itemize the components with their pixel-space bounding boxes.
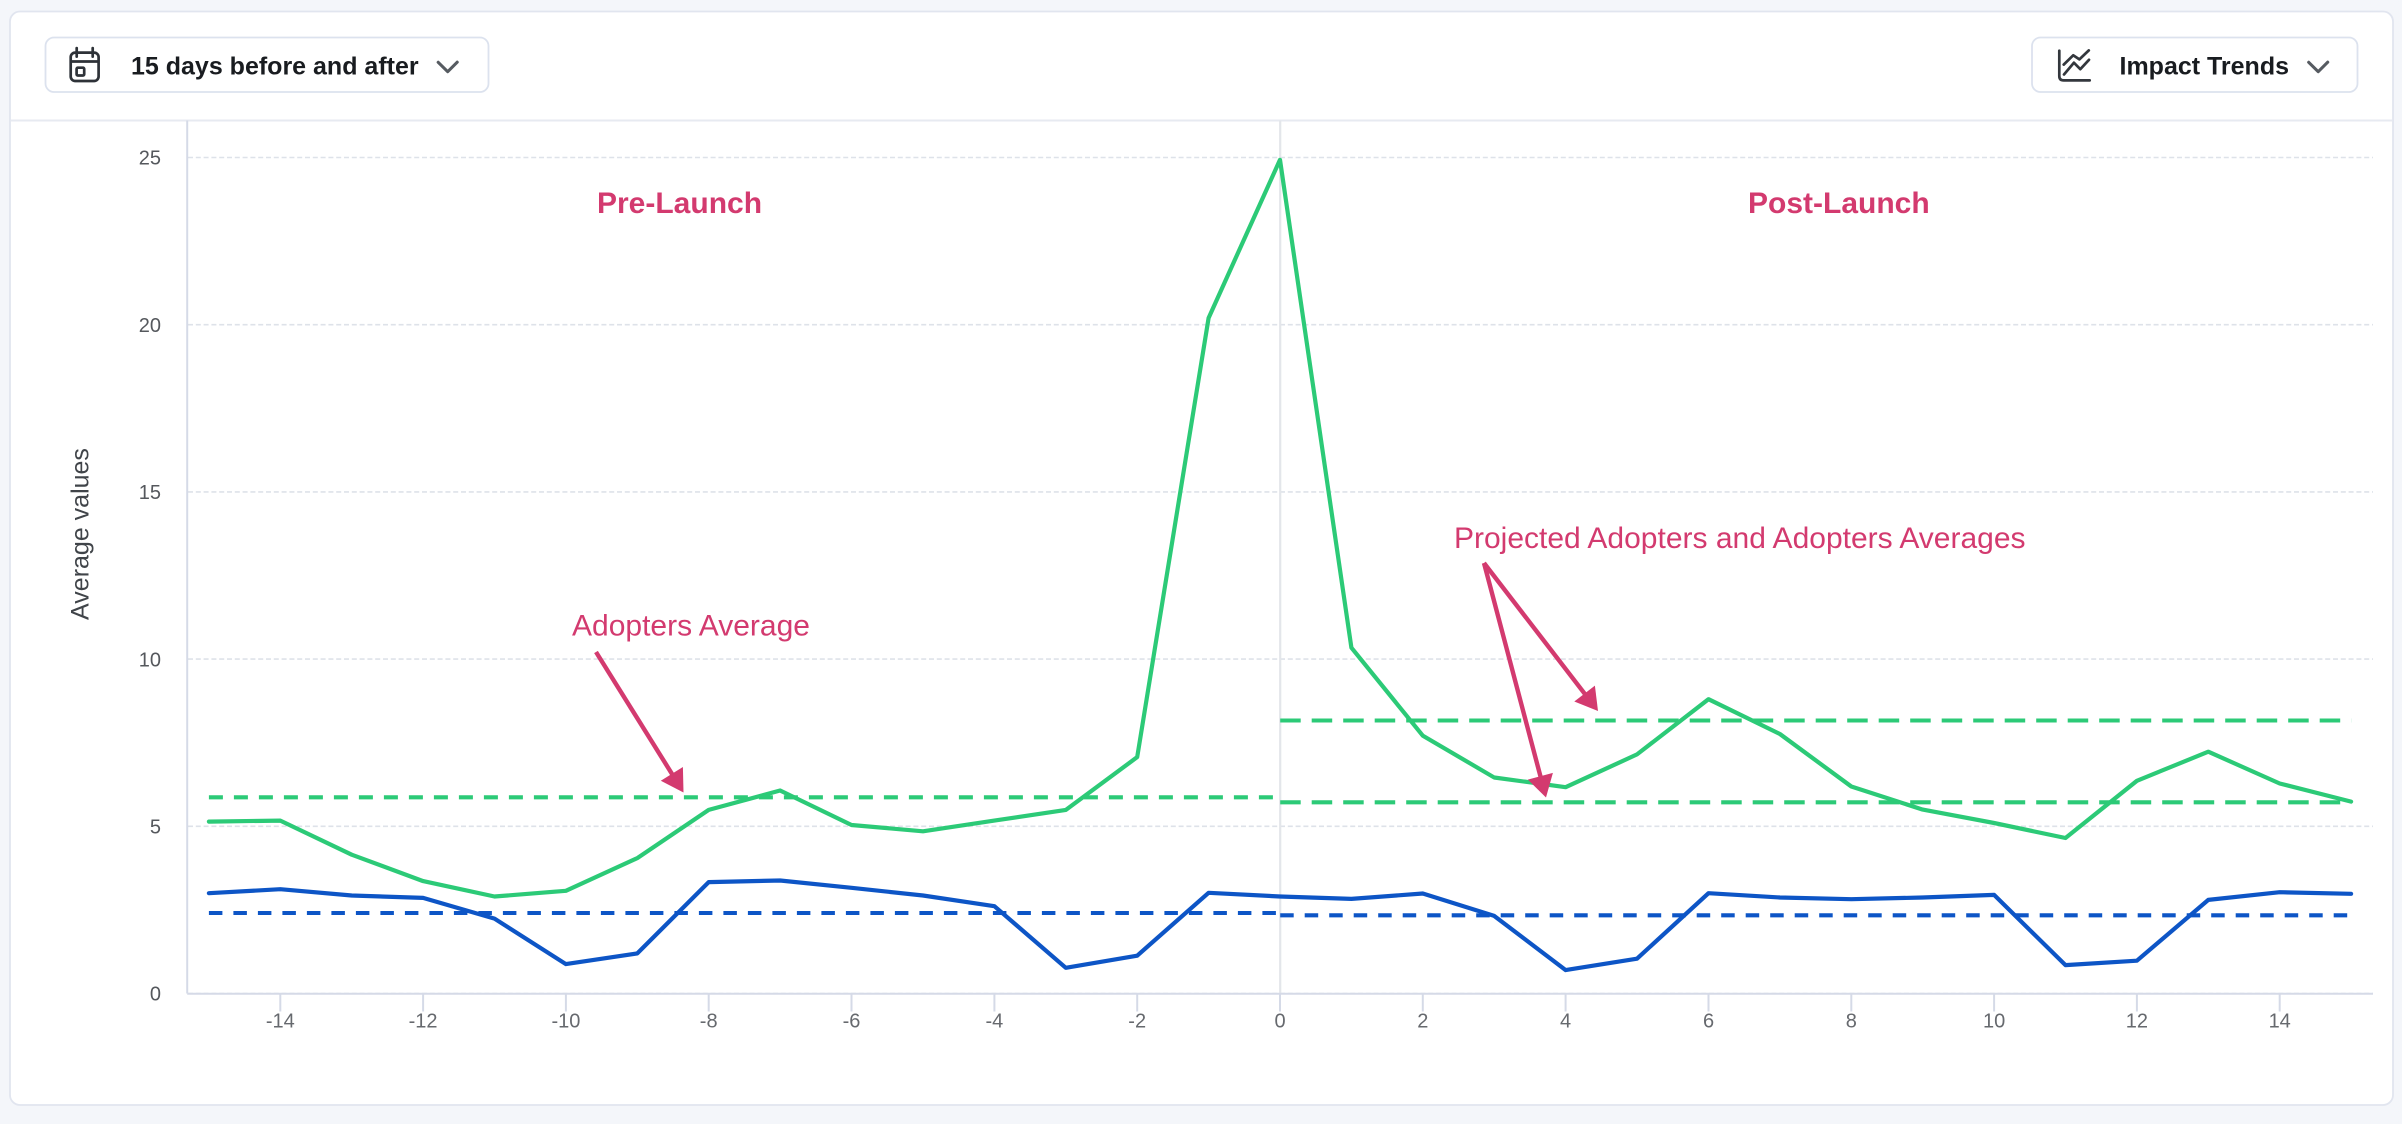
svg-text:-8: -8 [700, 1011, 718, 1033]
svg-text:0: 0 [150, 984, 161, 1006]
svg-text:5: 5 [150, 817, 161, 839]
svg-text:8: 8 [1846, 1011, 1857, 1033]
svg-text:-2: -2 [1128, 1011, 1146, 1033]
svg-text:10: 10 [139, 649, 161, 671]
svg-text:12: 12 [2126, 1011, 2148, 1033]
svg-text:6: 6 [1703, 1011, 1714, 1033]
svg-text:Post-Launch: Post-Launch [1748, 187, 1930, 220]
svg-text:0: 0 [1274, 1011, 1285, 1033]
svg-text:Projected Adopters and Adopter: Projected Adopters and Adopters Averages [1454, 522, 2026, 555]
svg-text:-4: -4 [986, 1011, 1004, 1033]
svg-text:Average values: Average values [67, 448, 95, 620]
svg-text:14: 14 [2269, 1011, 2291, 1033]
svg-text:25: 25 [139, 148, 161, 170]
svg-text:20: 20 [139, 315, 161, 337]
svg-text:Adopters Average: Adopters Average [572, 610, 810, 643]
svg-text:-10: -10 [551, 1011, 580, 1033]
svg-text:Pre-Launch: Pre-Launch [597, 187, 762, 220]
svg-text:-6: -6 [843, 1011, 861, 1033]
svg-text:-12: -12 [409, 1011, 438, 1033]
svg-text:10: 10 [1983, 1011, 2005, 1033]
svg-text:4: 4 [1560, 1011, 1571, 1033]
svg-text:2: 2 [1417, 1011, 1428, 1033]
svg-text:Impact Trends: Impact Trends [2120, 52, 2290, 80]
svg-text:15 days before and after: 15 days before and after [131, 52, 419, 80]
svg-text:15: 15 [139, 482, 161, 504]
svg-text:-14: -14 [266, 1011, 295, 1033]
